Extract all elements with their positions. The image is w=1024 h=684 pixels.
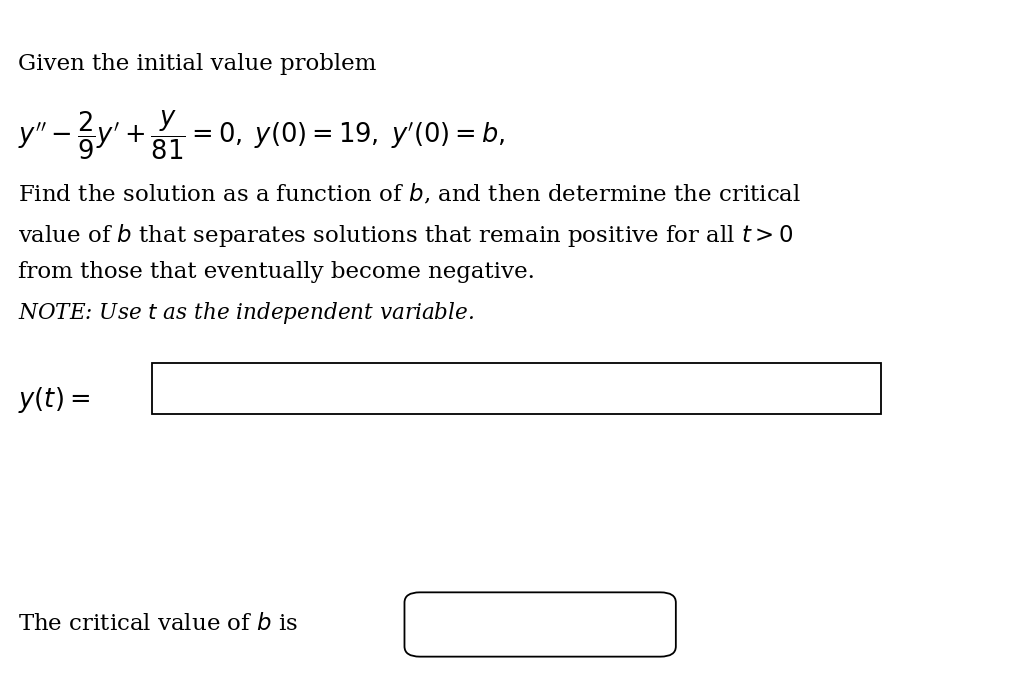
Text: value of $b$ that separates solutions that remain positive for all $t > 0$: value of $b$ that separates solutions th… xyxy=(18,222,794,248)
Text: The critical value of $b$ is: The critical value of $b$ is xyxy=(18,613,298,635)
Text: Find the solution as a function of $b$, and then determine the critical: Find the solution as a function of $b$, … xyxy=(18,182,802,206)
Text: from those that eventually become negative.: from those that eventually become negati… xyxy=(18,261,536,283)
Text: $y(t) =$: $y(t) =$ xyxy=(18,385,90,415)
Text: NOTE: Use $t$ as the independent variable.: NOTE: Use $t$ as the independent variabl… xyxy=(18,300,475,326)
FancyBboxPatch shape xyxy=(152,363,881,414)
FancyBboxPatch shape xyxy=(404,592,676,657)
Text: Given the initial value problem: Given the initial value problem xyxy=(18,53,377,75)
Text: $y'' - \dfrac{2}{9}y' + \dfrac{y}{81} = 0, \; y(0) = 19, \; y'(0) = b,$: $y'' - \dfrac{2}{9}y' + \dfrac{y}{81} = … xyxy=(18,109,506,163)
